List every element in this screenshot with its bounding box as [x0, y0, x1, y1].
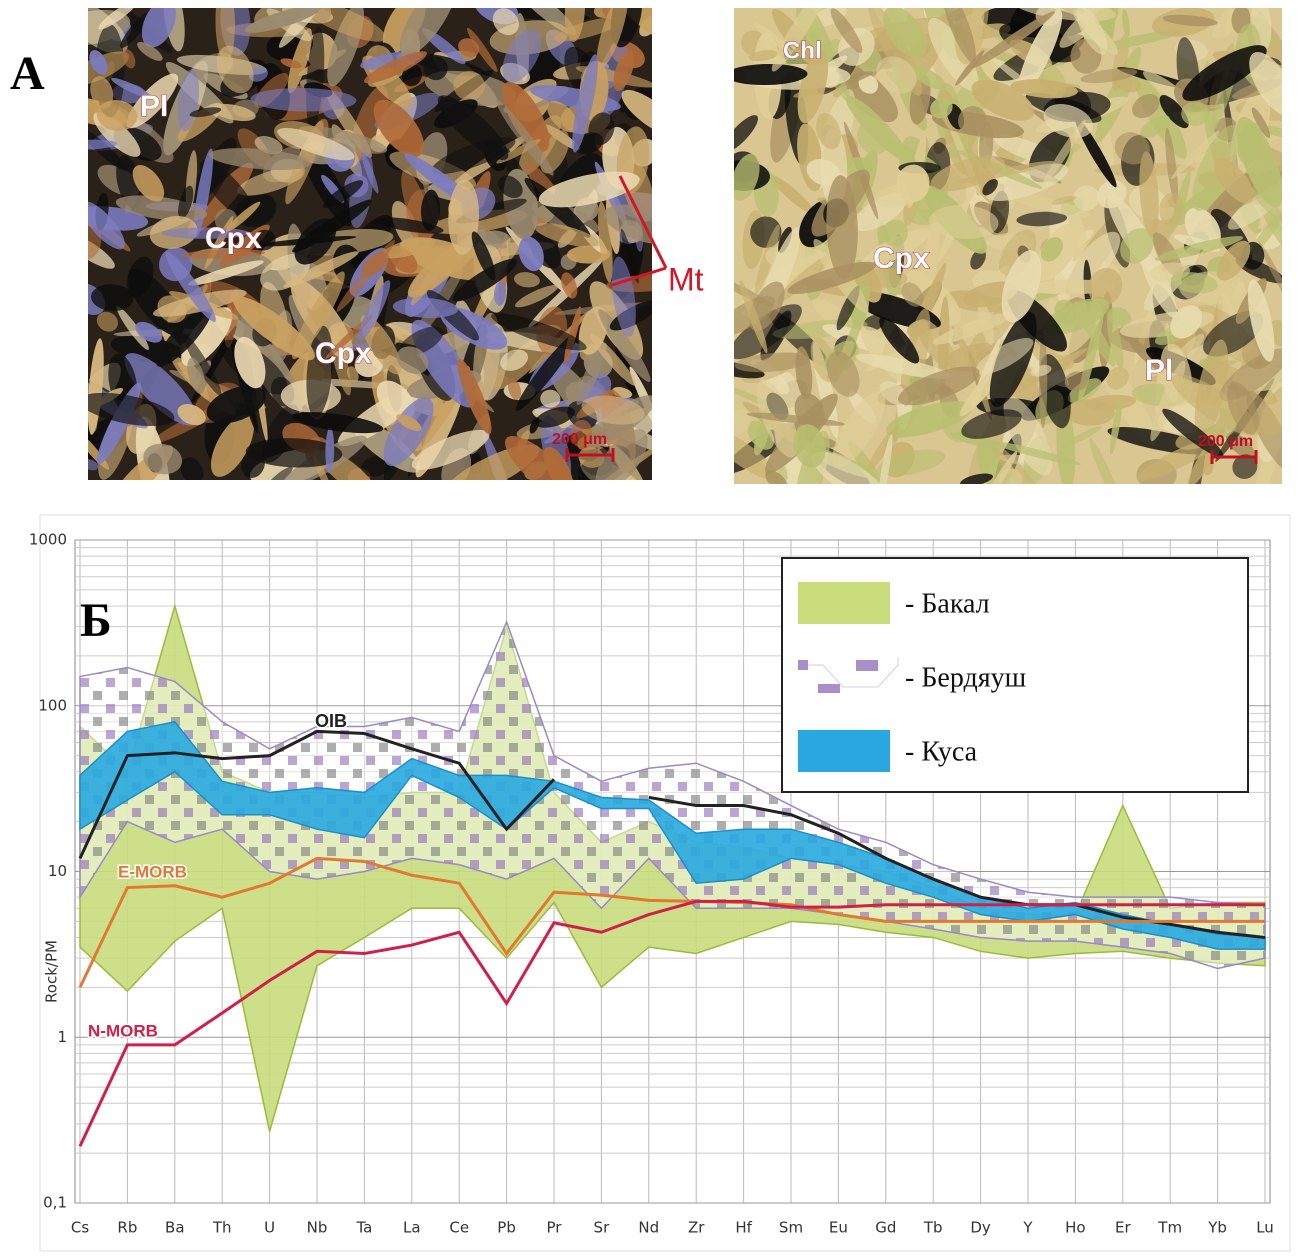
legend-swatch: [798, 730, 890, 772]
scale-label: 200 μm: [552, 431, 607, 448]
legend-label: - Бердяуш: [905, 662, 1027, 693]
x-tick-label: Gd: [875, 1219, 896, 1237]
x-tick-label: Tm: [1157, 1219, 1182, 1237]
texture: [1039, 334, 1047, 428]
legend-swatch: [798, 660, 808, 670]
mineral-label: Chl: [783, 37, 822, 64]
x-tick-label: Pr: [547, 1219, 563, 1237]
mineral-label: Cpx: [873, 242, 930, 275]
x-tick-label: Sm: [779, 1219, 803, 1237]
y-tick-label: 1000: [29, 531, 67, 549]
x-tick-label: Nb: [307, 1219, 328, 1237]
x-tick-label: Y: [1022, 1219, 1033, 1237]
mineral-label: Pl: [140, 90, 168, 123]
legend-label: - Куса: [905, 736, 978, 767]
x-tick-label: Sr: [594, 1219, 611, 1237]
x-tick-label: U: [264, 1219, 275, 1237]
x-tick-label: Nd: [638, 1219, 659, 1237]
figure: А Pl Cpx Cpx Mt 200 μm Chl Cpx Pl 200 μm…: [0, 0, 1301, 1256]
series-label: N-MORB: [88, 1021, 158, 1040]
x-tick-label: Th: [212, 1219, 232, 1237]
y-tick-label: 0,1: [43, 1194, 67, 1212]
x-tick-label: Ce: [449, 1219, 469, 1237]
y-tick-label: 100: [38, 696, 67, 714]
x-tick-label: Rb: [117, 1219, 137, 1237]
x-tick-label: Lu: [1256, 1219, 1274, 1237]
mineral-label: Pl: [1145, 354, 1173, 387]
legend-label: - Бакал: [905, 588, 990, 619]
panel-label: А: [10, 47, 45, 100]
x-tick-label: Pb: [497, 1219, 516, 1237]
x-tick-label: Yb: [1207, 1219, 1227, 1237]
y-tick-label: 1: [57, 1028, 67, 1046]
x-tick-label: Dy: [970, 1219, 991, 1237]
scale-label: 200 μm: [1198, 433, 1253, 450]
legend-swatch: [818, 684, 840, 693]
panel-label: Б: [80, 594, 112, 647]
x-tick-label: Eu: [829, 1219, 848, 1237]
legend-swatch: [856, 660, 878, 671]
x-tick-label: Ho: [1065, 1219, 1085, 1237]
y-tick-label: 10: [48, 862, 67, 880]
mineral-label: Cpx: [205, 222, 262, 255]
series-label: E-MORB: [118, 862, 187, 881]
x-tick-label: Hf: [735, 1219, 752, 1237]
chart: Cs Rb Ba Th U Nb Ta La Ce Pb Pr Sr Nd Zr Hf Sm Eu Gd Tb Dy Y…: [29, 531, 1274, 1237]
texture: [1181, 101, 1209, 125]
x-tick-label: La: [403, 1219, 421, 1237]
mineral-label: Cpx: [315, 337, 372, 370]
series-label: OIB: [315, 711, 347, 731]
x-tick-label: Cs: [71, 1219, 89, 1237]
x-tick-label: Ba: [165, 1219, 184, 1237]
x-tick-label: Er: [1115, 1219, 1131, 1237]
legend-swatch: [798, 582, 890, 624]
x-tick-label: Tb: [923, 1219, 943, 1237]
y-axis-label: Rock/PM: [43, 940, 61, 1003]
x-tick-label: Ta: [355, 1219, 372, 1237]
mineral-label: Mt: [668, 261, 704, 297]
micrograph-left: [50, 0, 689, 531]
x-tick-label: Zr: [688, 1219, 705, 1237]
